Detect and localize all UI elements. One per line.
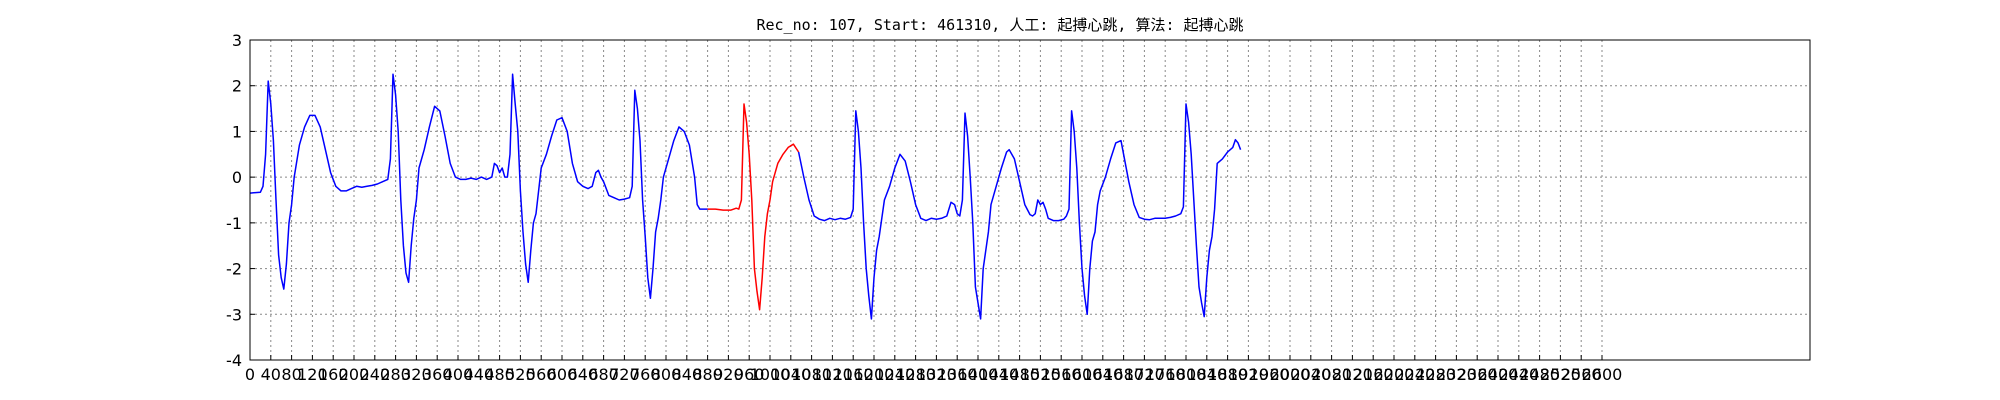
x-tick-label: 2280 — [1415, 365, 1456, 384]
x-tick-label: 1240 — [874, 365, 915, 384]
x-tick-label: 160 — [318, 365, 349, 384]
x-tick-label: 560 — [526, 365, 557, 384]
x-tick-label: 960 — [734, 365, 765, 384]
x-tick-label: 640 — [568, 365, 599, 384]
x-tick-label: 1320 — [916, 365, 957, 384]
x-tick-label: 1880 — [1207, 365, 1248, 384]
x-tick-label: 2400 — [1478, 365, 1519, 384]
x-tick-label: 1200 — [854, 365, 895, 384]
x-tick-label: 2120 — [1332, 365, 1373, 384]
x-tick-label: 320 — [401, 365, 432, 384]
series-line-1 — [249, 73, 708, 300]
x-tick-label: 1360 — [937, 365, 978, 384]
x-tick-label: 1480 — [999, 365, 1040, 384]
x-tick-label: 40 — [261, 365, 281, 384]
x-tick-label: 1960 — [1249, 365, 1290, 384]
x-tick-label: 1680 — [1103, 365, 1144, 384]
x-tick-label: 0 — [245, 365, 255, 384]
x-tick-label: 1760 — [1145, 365, 1186, 384]
y-tick-label: -3 — [226, 305, 242, 324]
x-tick-label: 1000 — [750, 365, 791, 384]
y-tick-label: 3 — [232, 31, 242, 50]
series-line-3 — [797, 103, 1242, 320]
x-tick-label: 760 — [630, 365, 661, 384]
x-tick-label: 280 — [380, 365, 411, 384]
x-tick-label: 400 — [443, 365, 474, 384]
x-tick-label: 1640 — [1082, 365, 1123, 384]
plot-frame — [249, 39, 1811, 361]
x-tick-label: 1600 — [1062, 365, 1103, 384]
x-tick-label: 2480 — [1519, 365, 1560, 384]
x-tick-label: 2520 — [1540, 365, 1581, 384]
x-tick-label: 1560 — [1041, 365, 1082, 384]
x-tick-label: 1800 — [1166, 365, 1207, 384]
x-tick-label: 360 — [422, 365, 453, 384]
x-tick-label: 920 — [713, 365, 744, 384]
x-tick-label: 1120 — [812, 365, 853, 384]
x-tick-label: 2440 — [1498, 365, 1539, 384]
x-tick-label: 2240 — [1394, 365, 1435, 384]
x-tick-label: 80 — [281, 365, 301, 384]
y-tick-label: 2 — [232, 77, 242, 96]
x-axis: 0 40 8012016020024028032036040044048052056… — [245, 355, 1622, 384]
x-tick-label: 600 — [547, 365, 578, 384]
y-tick-label: -1 — [226, 214, 242, 233]
series-line-2 — [707, 103, 800, 311]
x-tick-label: 720 — [609, 365, 640, 384]
x-tick-label: 2040 — [1290, 365, 1331, 384]
chart-title: Rec_no: 107, Start: 461310, 人工: 起搏心跳, 算法… — [756, 16, 1243, 34]
x-tick-label: 1920 — [1228, 365, 1269, 384]
x-tick-label: 2080 — [1311, 365, 1352, 384]
x-tick-label: 880 — [692, 365, 723, 384]
x-tick-label: 520 — [505, 365, 536, 384]
x-tick-label: 1440 — [978, 365, 1019, 384]
x-tick-label: 800 — [651, 365, 682, 384]
y-tick-label: 1 — [232, 122, 242, 141]
x-tick-label: 120 — [297, 365, 328, 384]
x-tick-label: 1720 — [1124, 365, 1165, 384]
x-tick-label: 1400 — [958, 365, 999, 384]
x-tick-label: 240 — [360, 365, 391, 384]
x-tick-label: 480 — [484, 365, 515, 384]
grid — [250, 40, 1810, 360]
x-tick-label: 1840 — [1186, 365, 1227, 384]
series-layer — [249, 73, 1242, 320]
x-tick-label: 680 — [588, 365, 619, 384]
x-tick-label: 2560 — [1561, 365, 1602, 384]
x-tick-label: 1160 — [833, 365, 874, 384]
y-tick-label: -2 — [226, 260, 242, 279]
x-tick-label: 2160 — [1353, 365, 1394, 384]
x-tick-label: 2600 — [1582, 365, 1623, 384]
x-tick-label: 440 — [464, 365, 495, 384]
x-tick-label: 2320 — [1436, 365, 1477, 384]
x-tick-label: 840 — [672, 365, 703, 384]
x-tick-label: 2000 — [1270, 365, 1311, 384]
x-tick-label: 2200 — [1374, 365, 1415, 384]
x-tick-label: 1080 — [791, 365, 832, 384]
x-tick-label: 200 — [339, 365, 370, 384]
x-tick-label: 1280 — [895, 365, 936, 384]
x-tick-label: 1520 — [1020, 365, 1061, 384]
x-tick-label: 1040 — [770, 365, 811, 384]
y-tick-label: 0 — [232, 168, 242, 187]
y-tick-label: -4 — [226, 351, 242, 370]
y-axis: -4 -3 -2 -1 0 1 2 3 — [226, 31, 255, 370]
x-tick-label: 2360 — [1457, 365, 1498, 384]
